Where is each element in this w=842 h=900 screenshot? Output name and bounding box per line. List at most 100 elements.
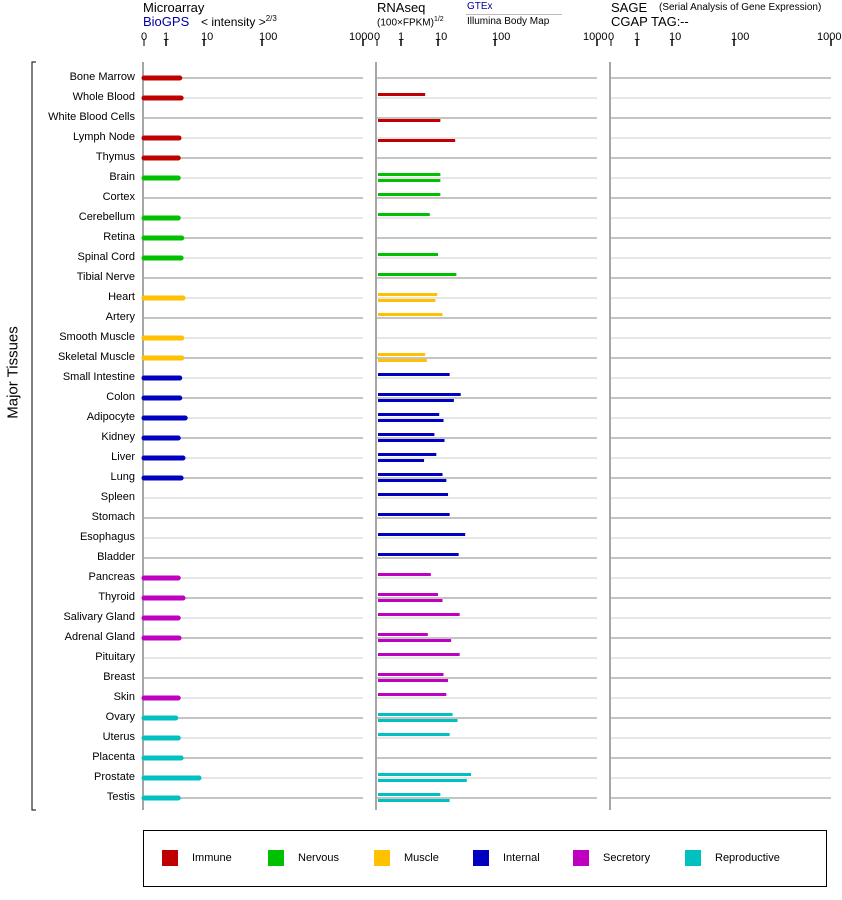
rnaseq-illumina-bar: [378, 719, 458, 722]
tissue-label: Uterus: [102, 731, 135, 743]
rnaseq-illumina-bar: [378, 479, 447, 482]
rnaseq-tick-label: 0: [374, 31, 381, 43]
rnaseq-gtex-bar: [378, 273, 457, 276]
rnaseq-gtex-bar: [378, 413, 440, 416]
rnaseq-gtex-bar: [378, 493, 449, 496]
tissue-label: Artery: [105, 311, 135, 323]
rnaseq-gtex-bar: [378, 533, 466, 536]
tissue-label: Tibial Nerve: [76, 271, 135, 283]
rnaseq-gtex-bar: [378, 193, 441, 196]
sage-tick-label: 1: [634, 31, 641, 43]
rnaseq-illumina-bar: [378, 799, 450, 802]
tissue-label: Spleen: [100, 491, 135, 503]
legend-label-reproductive: Reproductive: [715, 852, 780, 864]
sage-tick-label: 100: [731, 31, 750, 43]
tissue-label: Pituitary: [95, 651, 135, 663]
sage-description: (Serial Analysis of Gene Expression): [659, 2, 822, 13]
tissue-label: Cortex: [102, 191, 135, 203]
tissue-label: Placenta: [92, 751, 135, 763]
rnaseq-gtex-bar: [378, 453, 437, 456]
tissue-label: Liver: [111, 451, 135, 463]
rnaseq-gtex-bar: [378, 313, 443, 316]
illumina-label: Illumina Body Map: [467, 16, 550, 27]
sage-tick-label: 0: [608, 31, 615, 43]
gtex-link[interactable]: GTEx: [467, 1, 493, 12]
rnaseq-gtex-bar: [378, 553, 459, 556]
tissue-label: Thymus: [95, 151, 135, 163]
gtex-divider: [466, 14, 562, 15]
cgap-value: --: [680, 14, 689, 29]
intensity-label: < intensity >2/3: [201, 14, 277, 29]
sage-title: SAGE: [611, 0, 648, 15]
rnaseq-illumina-bar: [378, 599, 443, 602]
intensity-text: < intensity >: [201, 15, 266, 29]
rnaseq-tick-label: 1: [398, 31, 405, 43]
rnaseq-illumina-bar: [378, 299, 436, 302]
tissue-label: Spinal Cord: [77, 251, 135, 263]
rnaseq-gtex-bar: [378, 573, 431, 576]
cgap-label: CGAP TAG:: [611, 14, 681, 29]
tissue-label: Adrenal Gland: [64, 631, 135, 643]
rnaseq-illumina-bar: [378, 459, 425, 462]
intensity-exponent: 2/3: [265, 14, 277, 23]
rnaseq-gtex-bar: [378, 733, 450, 736]
tissue-label: Smooth Muscle: [59, 331, 135, 343]
rnaseq-gtex-bar: [378, 353, 426, 356]
tissue-label: Ovary: [105, 711, 135, 723]
tissue-label: Prostate: [94, 771, 135, 783]
rnaseq-gtex-bar: [378, 173, 441, 176]
rnaseq-gtex-bar: [378, 653, 460, 656]
rnaseq-illumina-bar: [378, 119, 441, 122]
tissue-label: Kidney: [101, 431, 135, 443]
rnaseq-title: RNAseq: [377, 0, 426, 15]
tissue-label: Lung: [110, 471, 135, 483]
tissue-label: White Blood Cells: [48, 111, 135, 123]
rnaseq-gtex-bar: [378, 473, 443, 476]
rnaseq-gtex-bar: [378, 433, 435, 436]
rnaseq-illumina-bar: [378, 139, 456, 142]
microarray-tick-label: 1000: [349, 31, 374, 43]
rnaseq-gtex-bar: [378, 393, 461, 396]
rnaseq-gtex-bar: [378, 513, 450, 516]
tissue-label: Adipocyte: [86, 411, 135, 423]
microarray-tick-label: 100: [259, 31, 278, 43]
rnaseq-gtex-bar: [378, 693, 447, 696]
fpkm-label: (100×FPKM)1/2: [377, 16, 444, 28]
tissue-label: Skeletal Muscle: [57, 351, 135, 363]
rnaseq-gtex-bar: [378, 673, 444, 676]
legend-swatch-muscle: [374, 850, 390, 866]
sage-tick-label: 1000: [817, 31, 842, 43]
rnaseq-illumina-bar: [378, 359, 427, 362]
rnaseq-illumina-bar: [378, 439, 445, 442]
tissue-label: Esophagus: [79, 531, 135, 543]
legend-swatch-reproductive: [685, 850, 701, 866]
tissue-label: Bone Marrow: [69, 71, 135, 83]
tissue-label: Small Intestine: [62, 371, 135, 383]
rnaseq-gtex-bar: [378, 593, 438, 596]
fpkm-text: (100×FPKM): [377, 17, 434, 29]
tissue-label: Testis: [106, 791, 135, 803]
rnaseq-illumina-bar: [378, 679, 449, 682]
tissue-label: Thyroid: [98, 591, 135, 603]
tissue-label: Salivary Gland: [63, 611, 135, 623]
legend: Immune Nervous Muscle Internal Secretory Repr…: [143, 830, 827, 887]
tissue-label: Pancreas: [88, 571, 135, 583]
legend-swatch-immune: [162, 850, 178, 866]
rnaseq-illumina-bar: [378, 179, 441, 182]
legend-label-muscle: Muscle: [404, 852, 439, 864]
microarray-tick-label: 0: [141, 31, 148, 43]
tissue-label: Cerebellum: [78, 211, 135, 223]
rnaseq-gtex-bar: [378, 253, 438, 256]
biogps-link[interactable]: BioGPS: [143, 14, 190, 29]
rnaseq-illumina-bar: [378, 399, 454, 402]
rnaseq-gtex-bar: [378, 793, 441, 796]
legend-label-secretory: Secretory: [603, 852, 651, 864]
rnaseq-illumina-bar: [378, 639, 452, 642]
tissue-label: Bladder: [97, 551, 135, 563]
rnaseq-gtex-bar: [378, 613, 460, 616]
rnaseq-illumina-bar: [378, 779, 467, 782]
legend-swatch-nervous: [268, 850, 284, 866]
rnaseq-gtex-bar: [378, 213, 430, 216]
rnaseq-gtex-bar: [378, 773, 472, 776]
